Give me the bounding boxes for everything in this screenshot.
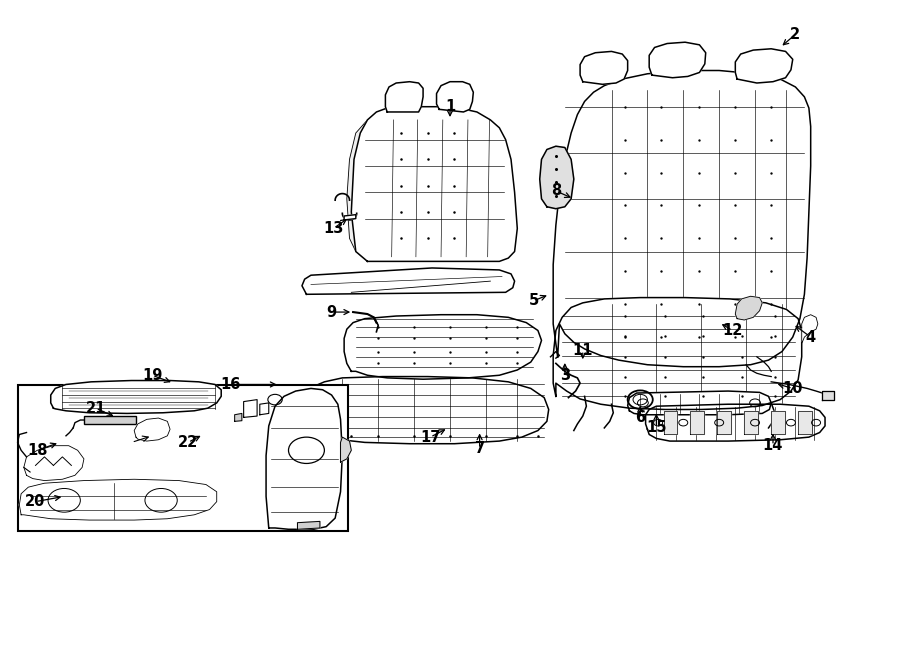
- Polygon shape: [19, 479, 217, 520]
- Text: 9: 9: [327, 305, 337, 319]
- Polygon shape: [304, 377, 549, 444]
- Text: 3: 3: [560, 368, 570, 383]
- Text: 16: 16: [220, 377, 240, 392]
- Polygon shape: [771, 410, 785, 434]
- Polygon shape: [554, 297, 802, 409]
- Text: 20: 20: [25, 494, 46, 509]
- Polygon shape: [663, 410, 677, 434]
- Polygon shape: [735, 296, 762, 320]
- Text: 15: 15: [646, 420, 667, 436]
- Polygon shape: [298, 522, 320, 529]
- Text: 10: 10: [782, 381, 803, 396]
- Polygon shape: [344, 315, 542, 379]
- Text: 2: 2: [790, 27, 800, 42]
- Bar: [17, 385, 347, 531]
- Polygon shape: [823, 391, 834, 400]
- Text: 7: 7: [474, 442, 485, 457]
- Text: 18: 18: [27, 443, 48, 458]
- Polygon shape: [23, 446, 84, 481]
- Polygon shape: [351, 106, 518, 261]
- Text: 6: 6: [635, 410, 645, 425]
- Polygon shape: [540, 146, 574, 209]
- Text: 14: 14: [763, 438, 783, 453]
- Text: 1: 1: [445, 99, 455, 114]
- Text: 21: 21: [86, 401, 106, 416]
- Polygon shape: [340, 437, 351, 462]
- Polygon shape: [244, 400, 257, 417]
- Polygon shape: [279, 418, 294, 432]
- Polygon shape: [50, 381, 221, 413]
- Text: 13: 13: [323, 221, 344, 236]
- Polygon shape: [744, 410, 758, 434]
- Text: 5: 5: [528, 293, 538, 309]
- Polygon shape: [346, 120, 367, 261]
- Polygon shape: [266, 389, 342, 529]
- Polygon shape: [649, 42, 706, 78]
- Polygon shape: [580, 52, 627, 85]
- Polygon shape: [645, 405, 825, 441]
- Polygon shape: [235, 413, 242, 421]
- Polygon shape: [134, 418, 170, 441]
- Polygon shape: [798, 410, 812, 434]
- Polygon shape: [344, 215, 356, 220]
- Polygon shape: [627, 391, 771, 414]
- Text: 22: 22: [178, 435, 198, 450]
- Text: 4: 4: [806, 330, 815, 344]
- Polygon shape: [717, 410, 731, 434]
- Bar: [84, 416, 136, 424]
- Text: 11: 11: [572, 343, 593, 358]
- Text: 12: 12: [723, 323, 742, 338]
- Text: 19: 19: [142, 368, 162, 383]
- Polygon shape: [690, 410, 704, 434]
- Polygon shape: [735, 49, 793, 83]
- Bar: [296, 421, 315, 429]
- Text: 17: 17: [420, 430, 440, 445]
- Polygon shape: [260, 403, 269, 414]
- Polygon shape: [302, 268, 515, 294]
- Polygon shape: [802, 315, 818, 344]
- Polygon shape: [554, 71, 811, 367]
- Text: 8: 8: [551, 184, 561, 198]
- Polygon shape: [436, 82, 473, 112]
- Polygon shape: [385, 82, 423, 112]
